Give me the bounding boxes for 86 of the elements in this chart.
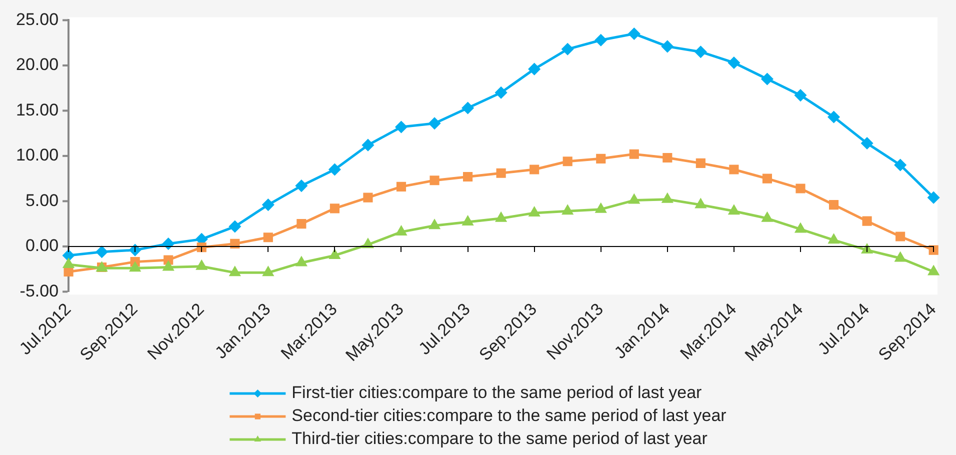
point [330,250,340,259]
point [861,138,873,150]
point [362,139,374,151]
y-tick-label: 25.00 [16,10,59,29]
point [230,238,240,248]
y-tick-label: 15.00 [16,100,59,120]
point [828,200,839,210]
point [296,219,306,229]
y-tick-label: 5.00 [25,190,59,210]
point [696,199,706,208]
point [562,205,573,215]
point [596,154,606,164]
legend-label: First-tier cities:compare to the same period of last year [292,383,702,402]
point [828,111,840,123]
point [896,232,906,242]
point [562,156,572,166]
point [63,258,74,268]
point [761,73,773,85]
point [696,158,706,168]
y-tick-label: 20.00 [16,55,59,74]
legend-label: Third-tier cities:compare to the same period of last year [292,429,708,448]
point [530,164,540,174]
point [164,255,174,265]
point [429,220,440,230]
point [362,238,374,248]
point [363,192,373,202]
point [163,261,174,271]
point [762,174,772,184]
point [296,256,307,266]
point [662,40,674,52]
point [794,90,806,102]
point [263,266,274,276]
point [528,63,540,75]
point [462,102,474,114]
point [495,86,507,98]
point [230,266,240,276]
point [330,204,340,214]
y-tick-label: 0.00 [25,236,59,256]
point [496,212,506,222]
point [862,216,872,226]
point [462,216,473,226]
point [928,192,940,204]
point [263,232,273,242]
point [62,250,74,262]
point [628,28,640,40]
point [728,56,740,68]
point [795,223,806,233]
point [595,34,607,46]
point [396,226,406,236]
point [928,266,939,276]
point [64,266,74,277]
point [828,234,839,244]
point [862,244,872,254]
point [662,194,673,203]
point [628,194,640,204]
point [496,168,506,178]
point [162,238,174,250]
point [328,164,340,176]
point [694,46,706,58]
point [894,159,906,171]
point [662,152,672,163]
point [762,212,772,222]
y-tick-label: 10.00 [16,146,59,165]
legend-label: Second-tier cities:compare to the same period of last year [292,406,727,426]
point [196,242,206,252]
point [629,149,639,159]
point [262,199,274,211]
point [596,204,606,213]
point [430,176,440,186]
point [895,252,906,262]
point [129,244,141,256]
point [428,118,440,130]
point [728,205,740,215]
point [463,172,473,182]
point [729,164,739,174]
point [529,207,540,216]
point [296,180,308,192]
point [395,121,407,133]
point [796,184,806,194]
point [229,220,241,232]
point [196,260,207,270]
y-tick-label: -5.00 [20,281,59,300]
point [396,182,406,192]
point [130,262,140,272]
point [562,43,574,55]
point [96,246,108,258]
